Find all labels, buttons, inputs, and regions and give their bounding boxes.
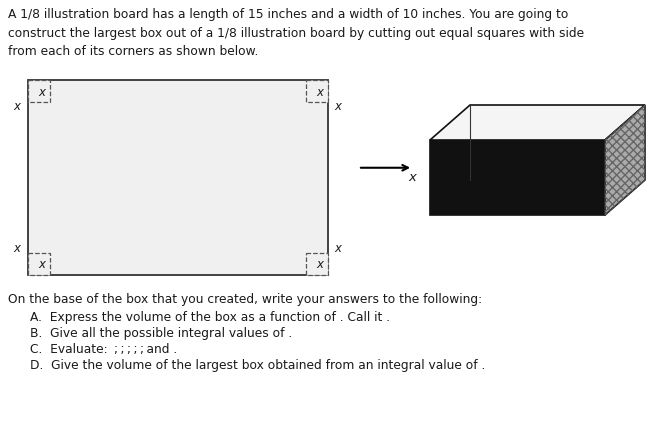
Bar bbox=[306, 80, 328, 102]
Text: x: x bbox=[334, 100, 342, 112]
Text: x: x bbox=[408, 171, 416, 184]
Text: x: x bbox=[317, 86, 324, 98]
Text: x: x bbox=[39, 257, 46, 271]
Bar bbox=[28, 80, 50, 102]
Text: x: x bbox=[14, 242, 20, 256]
Bar bbox=[28, 253, 50, 275]
Text: B.  Give all the possible integral values of .: B. Give all the possible integral values… bbox=[30, 327, 292, 340]
Bar bbox=[430, 140, 605, 215]
Bar bbox=[306, 253, 328, 275]
Polygon shape bbox=[430, 105, 645, 140]
Bar bbox=[28, 80, 328, 275]
Text: x: x bbox=[317, 257, 324, 271]
Polygon shape bbox=[605, 105, 645, 215]
Text: A 1/8 illustration board has a length of 15 inches and a width of 10 inches. You: A 1/8 illustration board has a length of… bbox=[8, 8, 584, 58]
Text: x: x bbox=[334, 242, 342, 256]
Text: A.  Express the volume of the box as a function of . Call it .: A. Express the volume of the box as a fu… bbox=[30, 311, 390, 324]
Text: x: x bbox=[39, 86, 46, 98]
Text: x: x bbox=[14, 100, 20, 112]
Text: C.  Evaluate:  ; ; ; ; ; and .: C. Evaluate: ; ; ; ; ; and . bbox=[30, 343, 177, 356]
Text: On the base of the box that you created, write your answers to the following:: On the base of the box that you created,… bbox=[8, 293, 482, 306]
Text: D.  Give the volume of the largest box obtained from an integral value of .: D. Give the volume of the largest box ob… bbox=[30, 359, 486, 372]
